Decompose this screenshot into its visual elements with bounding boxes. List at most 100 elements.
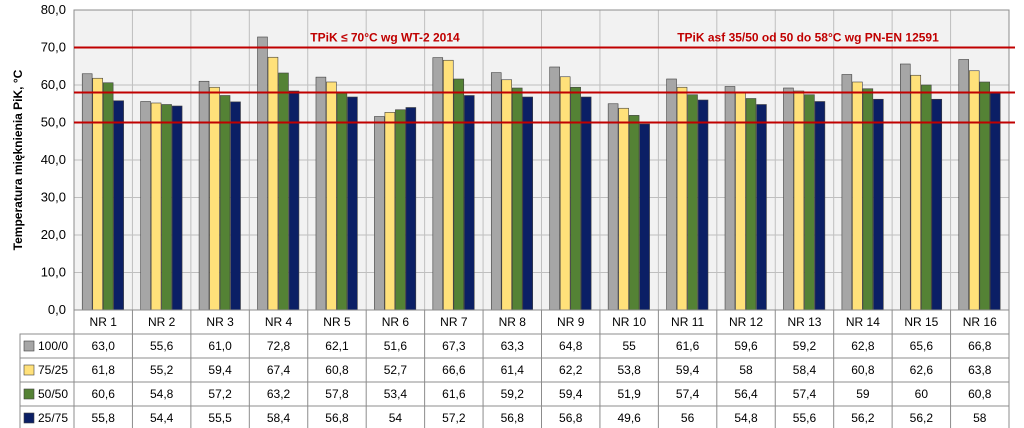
data-label: 67,3 [442,339,466,353]
data-label: 57,4 [793,387,817,401]
bar-100-0-nr13 [783,87,794,311]
bar-75-25-nr13 [793,90,805,311]
data-label: 59,2 [501,387,525,401]
data-label: 66,6 [442,363,466,377]
bar-25-75-nr9 [580,96,592,311]
legend-swatch [23,412,35,424]
data-label: 58 [739,363,753,377]
bar-50-50-nr16 [979,81,990,311]
x-tick-label: NR 6 [382,315,410,329]
data-label: 59,6 [734,339,758,353]
bar-100-0-nr7 [432,57,444,311]
bar-50-50-nr2 [161,104,172,311]
data-label: 53,4 [384,387,408,401]
data-label: 56,8 [501,411,525,425]
data-label: 59,2 [793,339,817,353]
x-tick-label: NR 10 [612,315,646,329]
data-label: 66,8 [968,339,992,353]
legend-swatch [23,340,35,352]
bar-50-50-nr5 [336,92,348,311]
bar-75-25-nr2 [150,102,162,311]
x-tick-label: NR 14 [846,315,880,329]
data-label: 56,2 [851,411,875,425]
data-label: 67,4 [267,363,291,377]
data-label: 61,6 [442,387,466,401]
data-label: 54,4 [150,411,174,425]
data-label: 56,8 [325,411,349,425]
x-tick-label: NR 16 [963,315,997,329]
data-label: 54,8 [734,411,758,425]
data-label: 49,6 [617,411,641,425]
data-table: NR 1 NR 2 NR 3 NR 4 NR 5 NR 6 NR 7 NR 8 NR 9 NR 1… [19,309,1010,428]
data-label: 55 [622,339,636,353]
bar-100-0-nr5 [315,76,327,311]
data-label: 57,4 [676,387,700,401]
bar-50-50-nr6 [395,109,406,311]
x-tick-label: NR 5 [323,315,351,329]
bar-75-25-nr3 [209,86,220,311]
bar-75-25-nr6 [384,112,396,311]
legend-label: 75/25 [38,363,68,377]
data-label: 53,8 [617,363,641,377]
bar-25-75-nr12 [756,104,767,311]
bar-100-0-nr14 [841,74,853,311]
bar-100-0-nr6 [374,116,385,311]
bar-75-25-nr7 [443,59,454,311]
reference-line-label: TPiK ≤ 70°C wg WT-2 2014 [310,31,460,45]
bar-75-25-nr15 [910,74,922,311]
data-label: 62,2 [559,363,583,377]
y-tick-label: 50,0 [41,115,66,130]
bar-75-25-nr1 [92,77,103,311]
x-tick-label: NR 7 [440,315,468,329]
bar-100-0-nr12 [724,86,736,311]
data-label: 57,8 [325,387,349,401]
data-label: 59 [856,387,870,401]
bar-100-0-nr1 [81,73,93,311]
reference-lines: TPiK ≤ 70°C wg WT-2 2014 TPiK asf 35/50 o… [74,31,1015,124]
legend-swatch [23,388,35,400]
data-label: 57,2 [442,411,466,425]
data-label: 60,8 [968,387,992,401]
bar-25-75-nr16 [989,92,1001,311]
data-label: 54 [389,411,403,425]
data-label: 59,4 [676,363,700,377]
bar-25-75-nr10 [639,123,650,311]
y-tick-label: 60,0 [41,77,66,92]
y-tick-label: 70,0 [41,40,66,55]
bar-50-50-nr12 [745,98,757,311]
bar-25-75-nr4 [288,90,300,311]
data-label: 59,4 [208,363,232,377]
data-label: 61,8 [92,363,116,377]
data-label: 62,1 [325,339,349,353]
data-label: 55,8 [92,411,116,425]
y-tick-label: 30,0 [41,190,66,205]
x-tick-label: NR 15 [904,315,938,329]
bar-25-75-nr7 [464,95,475,311]
data-label: 58,4 [793,363,817,377]
legend-label: 100/0 [38,339,68,353]
data-label: 63,2 [267,387,291,401]
data-label: 62,8 [851,339,875,353]
data-label: 72,8 [267,339,291,353]
bar-25-75-nr8 [522,96,533,311]
bar-75-25-nr10 [618,107,629,311]
data-label: 55,2 [150,363,174,377]
y-tick-label: 80,0 [41,2,66,17]
y-tick-label: 10,0 [41,265,66,280]
x-tick-label: NR 2 [148,315,176,329]
y-tick-label: 0,0 [48,302,66,317]
bar-25-75-nr3 [230,101,241,311]
data-label: 58,4 [267,411,291,425]
bar-50-50-nr13 [804,94,815,311]
bar-100-0-nr9 [549,66,560,311]
data-label: 51,9 [617,387,641,401]
data-label: 56,4 [734,387,758,401]
bar-50-50-nr1 [102,82,114,311]
x-tick-label: NR 3 [206,315,234,329]
data-label: 57,2 [208,387,232,401]
data-label: 56,2 [910,411,934,425]
bar-75-25-nr5 [326,81,337,311]
bar-100-0-nr8 [490,72,502,311]
bar-50-50-nr15 [921,84,932,311]
x-tick-label: NR 9 [557,315,585,329]
